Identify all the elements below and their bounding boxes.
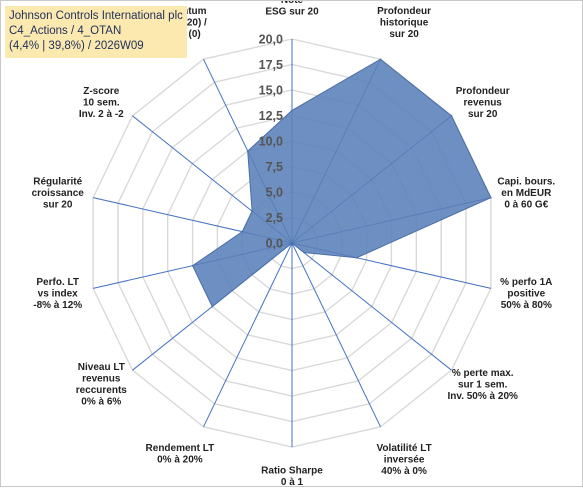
- axis-label: % perfo 1A positive 50% à 80%: [500, 277, 552, 311]
- axis-label: Perfo. LT vs index -8% à 12%: [33, 277, 82, 311]
- axis-label: NoteESG sur 20: [265, 1, 319, 18]
- data-point: [246, 150, 249, 152]
- axis-label: Régularité croissance sur 20: [32, 177, 85, 211]
- radial-tick-label: 15,0: [259, 84, 283, 98]
- data-series-area: [191, 58, 492, 308]
- title-stats: (4,4% | 39,8%) / 2026W09: [9, 40, 144, 52]
- axis-label: Rendement LT 0% à 20%: [146, 443, 215, 466]
- axis-spoke: [291, 242, 452, 371]
- radial-tick-label: 17,5: [259, 58, 283, 72]
- data-point: [490, 196, 492, 199]
- radial-tick-label: 12,5: [259, 109, 283, 123]
- data-point: [291, 109, 293, 112]
- chart-title-box: Johnson Controls International plc C4_Ac…: [5, 6, 187, 58]
- data-point: [379, 58, 382, 60]
- data-point: [251, 210, 253, 212]
- radial-tick-label: 2,5: [266, 211, 283, 225]
- radial-tick-label: 0,0: [266, 237, 283, 251]
- radial-tick-label: 20,0: [259, 33, 283, 47]
- axis-label: Volatilité LT inversée 40% à 0%: [377, 443, 432, 477]
- axis-label: % perte max. sur 1 sem. Inv. 50% à 20%: [447, 368, 518, 402]
- axis-spoke: [291, 242, 381, 428]
- data-point: [303, 251, 305, 254]
- radial-tick-label: 7,5: [266, 160, 283, 174]
- radial-tick-label: 5,0: [266, 186, 283, 200]
- data-point: [450, 115, 453, 117]
- axis-label: Profondeur historique sur 20: [377, 6, 431, 40]
- data-point: [211, 305, 214, 308]
- title-category: C4_Actions / 4_OTAN: [9, 25, 122, 37]
- radial-tick-label: 10,0: [259, 135, 283, 149]
- data-point: [241, 230, 244, 233]
- title-company: Johnson Controls International plc: [9, 10, 183, 22]
- data-point: [291, 242, 293, 244]
- axis-label: Ratio Sharpe 0 à 1: [261, 466, 323, 488]
- axis-label: Z-score 10 sem. Inv. 2 à -2: [79, 86, 124, 120]
- axis-label: Profondeur revenus sur 20: [456, 86, 510, 120]
- data-point: [355, 257, 358, 259]
- axis-spoke: [203, 242, 293, 428]
- axis-label: Capi. bours. en MdEUR 0 à 60 G€: [497, 177, 555, 211]
- data-point: [191, 264, 194, 267]
- axis-label: Niveau LT revenus reccurents 0% à 6%: [76, 362, 128, 408]
